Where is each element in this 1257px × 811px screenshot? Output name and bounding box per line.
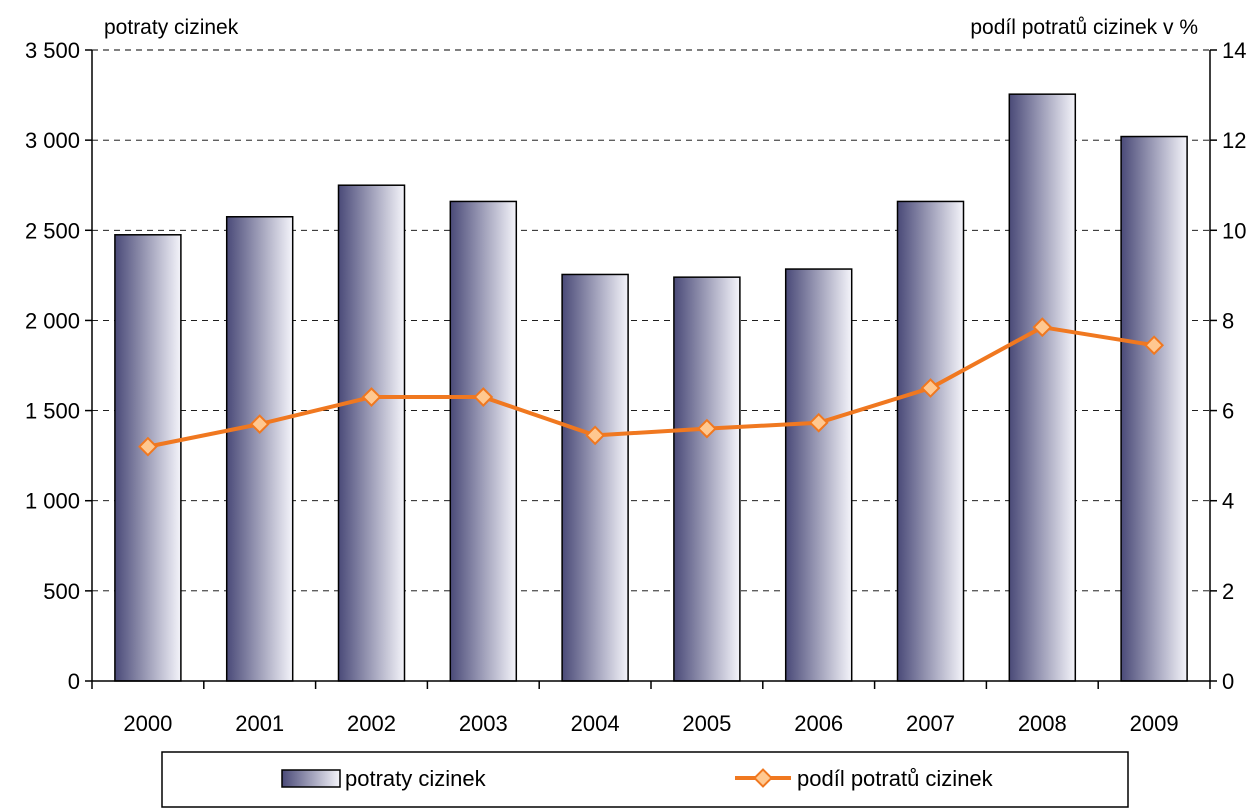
- right-axis-title: podíl potratů cizinek v %: [970, 16, 1198, 39]
- right-tick-label: 2: [1222, 579, 1234, 604]
- share-point-2009: [1144, 335, 1164, 356]
- left-tick-label: 500: [43, 579, 80, 604]
- bar-2002: [337, 184, 406, 682]
- right-tick-label: 6: [1222, 399, 1234, 424]
- x-tick-label: 2006: [794, 711, 843, 736]
- right-tick-label: 10: [1222, 218, 1246, 243]
- share-point-2003: [473, 387, 494, 407]
- share-point-2002: [361, 387, 382, 407]
- bar-2005: [673, 276, 741, 682]
- x-tick-label: 2000: [123, 711, 172, 736]
- share-point-2001: [249, 414, 270, 434]
- bar-2009: [1120, 135, 1188, 682]
- axes: 0 500 1 000 1 500 2 000 2 500 3 000 3 500 0 2 4 6 8 1…: [25, 38, 1247, 736]
- bar-2004: [561, 273, 629, 682]
- share-line: [147, 325, 1155, 449]
- legend-line-marker: [753, 768, 773, 788]
- bar-2000: [114, 234, 182, 682]
- line-series: [138, 317, 1164, 457]
- share-point-2000: [138, 436, 158, 457]
- x-tick-label: 2004: [571, 711, 620, 736]
- bar-2001: [225, 216, 294, 682]
- x-tick-label: 2007: [906, 711, 955, 736]
- legend: potraty cizinek podíl potratů cizinek: [161, 751, 1129, 808]
- bar-series: [114, 93, 1188, 682]
- x-tick-label: 2008: [1018, 711, 1067, 736]
- legend-label-bars: potraty cizinek: [345, 766, 487, 791]
- bar-2003: [449, 200, 518, 682]
- right-tick-label: 14: [1222, 38, 1246, 63]
- left-tick-label: 2 000: [25, 308, 80, 333]
- left-tick-label: 3 500: [25, 38, 80, 63]
- left-tick-label: 0: [68, 669, 80, 694]
- x-tick-label: 2009: [1130, 711, 1179, 736]
- share-point-2006: [808, 412, 829, 433]
- x-tick-label: 2005: [682, 711, 731, 736]
- left-tick-label: 2 500: [25, 218, 80, 243]
- share-point-2008: [1032, 317, 1053, 338]
- right-tick-label: 8: [1222, 308, 1234, 333]
- left-axis-title: potraty cizinek: [104, 16, 239, 39]
- x-tick-label: 2002: [347, 711, 396, 736]
- bar-2007: [896, 200, 965, 682]
- share-point-2007: [920, 378, 941, 398]
- right-tick-label: 4: [1222, 489, 1234, 514]
- bar-2008: [1008, 93, 1077, 682]
- share-point-2004: [585, 425, 605, 446]
- bar-2006: [784, 268, 853, 682]
- x-tick-label: 2001: [235, 711, 284, 736]
- left-tick-label: 1 000: [25, 489, 80, 514]
- share-point-2005: [697, 418, 717, 439]
- x-tick-label: 2003: [459, 711, 508, 736]
- legend-label-line: podíl potratů cizinek: [797, 766, 994, 791]
- right-tick-label: 12: [1222, 128, 1246, 153]
- left-tick-label: 3 000: [25, 128, 80, 153]
- left-tick-label: 1 500: [25, 399, 80, 424]
- legend-bar-swatch: [281, 769, 341, 788]
- right-tick-label: 0: [1222, 669, 1234, 694]
